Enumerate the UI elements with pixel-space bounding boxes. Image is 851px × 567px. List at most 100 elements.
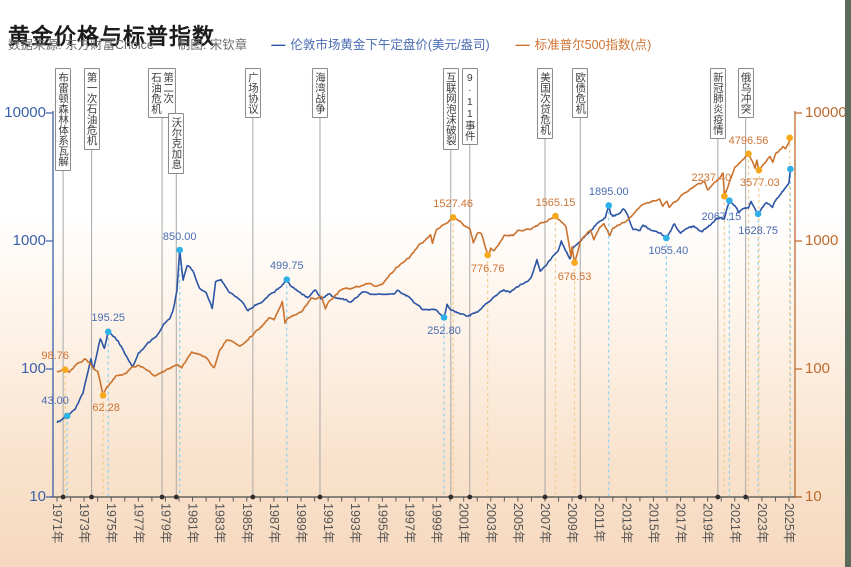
annotation-value-label: 1565.15: [535, 197, 576, 210]
event-axis-dot: [715, 494, 721, 500]
x-axis-year-label: 1983年: [212, 503, 227, 544]
annotation-value-label: 195.25: [91, 311, 126, 324]
legend-label-sp500: 标准普尔500指数(点): [534, 38, 652, 52]
x-axis-year-label: 2025年: [782, 503, 797, 544]
data-point-marker-sp500: [571, 259, 578, 267]
annotation-value-label: 2237.40: [691, 172, 732, 185]
right-axis-tick-label: 10: [805, 488, 822, 505]
author-label: 制图: 宋钦章: [177, 38, 248, 52]
data-point-marker-gold: [605, 202, 613, 209]
data-point-marker-gold: [663, 234, 670, 242]
annotation-value-label: 252.80: [427, 325, 461, 338]
x-axis-year-label: 2019年: [700, 503, 715, 544]
x-axis-year-label: 2009年: [565, 503, 580, 544]
data-point-marker-gold: [440, 314, 448, 321]
annotation-value-label: 776.76: [470, 263, 505, 276]
x-axis-year-label: 1973年: [77, 503, 92, 544]
annotation-value-label: 499.75: [269, 259, 304, 272]
x-axis-year-label: 2021年: [727, 503, 742, 544]
x-axis-year-label: 1975年: [104, 503, 119, 544]
x-axis-year-label: 2003年: [483, 503, 498, 544]
annotation-value-label: 2067.15: [701, 210, 742, 223]
data-point-marker-sp500: [552, 212, 559, 220]
annotation-value-label: 1527.46: [433, 198, 473, 211]
data-point-marker-gold: [63, 412, 71, 420]
event-label-box: 互联网泡沫破裂: [442, 68, 459, 150]
event-axis-dot: [448, 494, 454, 500]
event-label-box: 第二次 石油危机: [147, 68, 177, 118]
x-axis-year-label: 1999年: [429, 503, 444, 544]
left-axis-tick-label: 1000: [12, 232, 46, 249]
x-axis-year-label: 2005年: [510, 503, 525, 544]
event-axis-dot: [89, 494, 94, 500]
x-axis-year-label: 1971年: [50, 503, 64, 544]
event-label-box: 布雷顿森林体系瓦解: [55, 68, 72, 171]
data-point-marker-sp500: [484, 251, 491, 259]
x-axis-year-label: 2017年: [673, 503, 688, 544]
window-edge-strip: [845, 0, 851, 567]
legend-swatch-gold: —: [271, 35, 286, 52]
event-axis-dot: [173, 494, 179, 500]
event-axis-dot: [577, 494, 583, 500]
x-axis-year-label: 2007年: [538, 503, 553, 544]
x-axis-year-label: 1977年: [131, 503, 146, 544]
data-source-label: 数据来源: 东方财富Choice: [8, 38, 154, 52]
legend-item-gold[interactable]: — 伦敦市场黄金下午定盘价(美元/盎司): [271, 34, 489, 53]
data-point-marker-sp500: [755, 166, 763, 174]
series-line-sp500: [56, 137, 792, 397]
data-point-marker-sp500: [99, 392, 107, 399]
annotation-value-label: 676.53: [557, 270, 592, 283]
left-axis-tick-label: 10000: [4, 104, 46, 121]
x-axis-year-label: 2015年: [646, 503, 661, 544]
event-label-box: 广场协议: [244, 68, 261, 118]
right-axis-tick-label: 10000: [805, 104, 847, 121]
annotation-value-label: 1895.00: [588, 186, 629, 199]
event-label-box: 俄乌冲突: [737, 68, 754, 118]
event-label-box: 美国次贷危机: [536, 68, 554, 139]
annotation-value-label: 1628.75: [738, 224, 778, 237]
x-axis-year-label: 1979年: [158, 503, 173, 544]
x-axis-year-label: 1993年: [348, 503, 363, 544]
legend-label-gold: 伦敦市场黄金下午定盘价(美元/盎司): [290, 38, 490, 52]
data-point-marker-sp500: [786, 134, 794, 142]
data-point-marker-sp500: [61, 366, 69, 373]
data-point-marker-sp500: [721, 192, 728, 200]
event-axis-dot: [250, 494, 256, 500]
data-point-marker-sp500: [449, 214, 457, 221]
data-point-marker-gold: [104, 328, 112, 336]
page-title: 黄金价格与标普指数: [8, 23, 216, 49]
series-line-gold: [56, 168, 792, 424]
annotation-value-label: 4796.56: [728, 134, 769, 147]
x-axis-year-label: 1997年: [402, 503, 417, 544]
event-axis-dot: [159, 494, 165, 500]
right-axis-tick-label: 1000: [805, 232, 839, 249]
chart-meta-row: 数据来源: 东方财富Choice 制图: 宋钦章 — 伦敦市场黄金下午定盘价(美元…: [8, 34, 651, 53]
annotation-value-label: 1055.40: [648, 245, 689, 257]
event-label-box: 新冠肺炎疫情: [709, 68, 726, 139]
event-label-box: 沃尔克加息: [168, 113, 185, 174]
data-point-marker-sp500: [745, 150, 752, 158]
annotation-value-label: 98.76: [41, 349, 69, 362]
event-axis-dot: [317, 494, 323, 500]
x-axis-year-label: 1987年: [266, 503, 281, 544]
x-axis-year-label: 2013年: [619, 503, 634, 544]
event-axis-dot: [542, 494, 548, 500]
data-point-marker-gold: [726, 197, 733, 204]
data-point-marker-gold: [787, 165, 794, 173]
x-axis-year-label: 1985年: [239, 503, 254, 544]
data-point-marker-gold: [754, 210, 762, 218]
legend-swatch-sp500: —: [515, 35, 530, 52]
legend-item-sp500[interactable]: — 标准普尔500指数(点): [516, 34, 652, 53]
annotation-value-label: 850.00: [162, 231, 197, 244]
event-axis-dot: [743, 494, 749, 500]
x-axis-year-label: 1989年: [294, 503, 308, 544]
annotation-value-label: 43.00: [41, 394, 69, 407]
event-axis-dot: [467, 494, 473, 500]
right-axis-tick-label: 100: [805, 360, 831, 377]
data-point-marker-gold: [176, 246, 183, 254]
x-axis-year-label: 2023年: [754, 503, 769, 544]
x-axis-year-label: 1995年: [375, 503, 390, 544]
event-label-box: 第一次石油危机: [83, 68, 100, 150]
